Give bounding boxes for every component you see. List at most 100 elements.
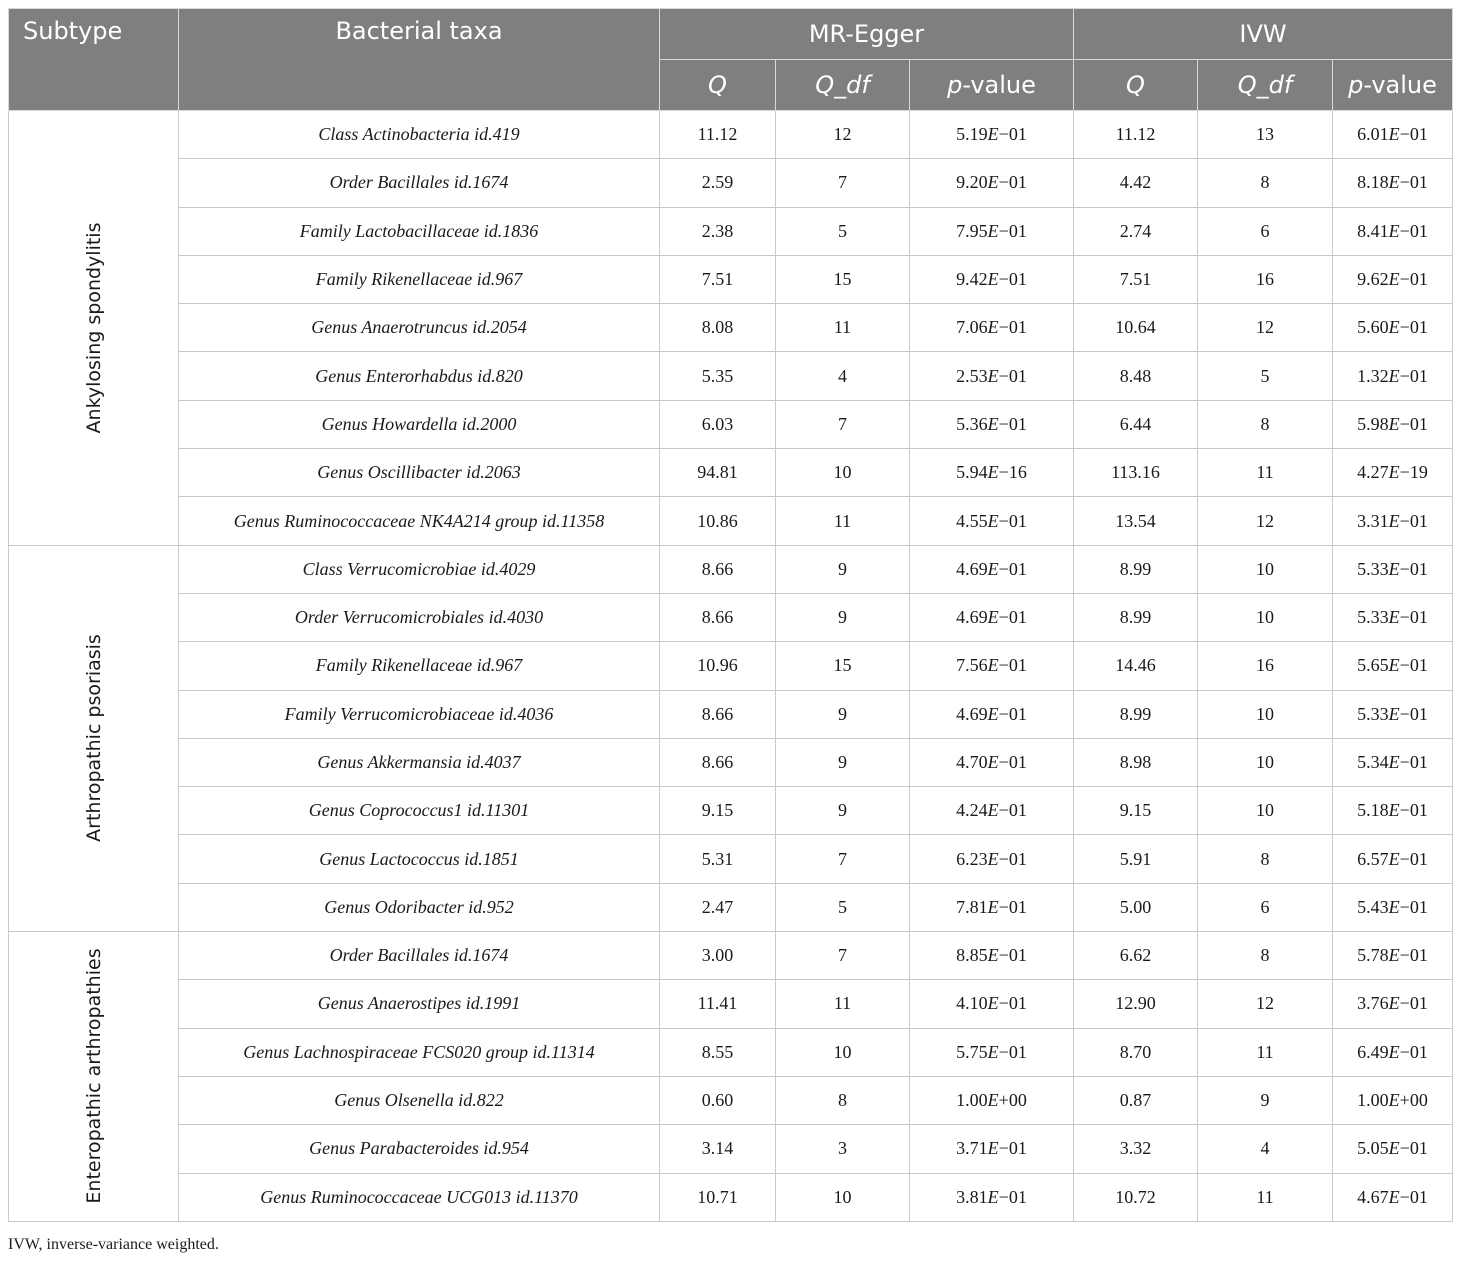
table-row: Genus Enterorhabdus id.820 5.35 4 2.53E−01 8… [9,351,1453,401]
mr-egger-qdf-cell: 8 [775,1075,910,1126]
ivw-pvalue-cell: 5.33E−01 [1332,544,1453,594]
mr-egger-pvalue-cell: 2.53E−01 [909,351,1074,401]
exponent: −01 [998,607,1027,628]
heterogeneity-table-container: Subtype Bacterial taxa MR-Egger IVW Q Q_… [8,8,1453,1222]
mr-egger-qdf-cell: 5 [775,206,910,256]
exponent: −01 [998,800,1027,821]
mr-egger-pvalue-cell: 5.36E−01 [909,399,1074,450]
exponent: −01 [998,752,1027,772]
exponent: −01 [998,124,1027,145]
table-row: Order Verrucomicrobiales id.4030 8.66 9 4.6… [9,592,1453,643]
exponent: −01 [1399,1041,1428,1062]
mantissa: 4.69 [956,607,988,628]
exponent: −01 [998,558,1027,579]
exponent-e: E [987,993,999,1014]
exponent-e: E [1388,317,1400,338]
mr-egger-pvalue-cell: 7.06E−01 [909,303,1074,353]
ivw-pvalue-cell: 3.76E−01 [1332,979,1453,1029]
ivw-qdf-cell: 12 [1197,303,1333,353]
taxa-cell: Genus Enterorhabdus id.820 [178,351,660,401]
mr-egger-pvalue-cell: 9.42E−01 [909,254,1074,305]
exponent-e: E [987,848,999,869]
taxa-cell: Genus Odoribacter id.952 [178,882,660,933]
mr-egger-pvalue-cell: 7.56E−01 [909,641,1074,691]
exponent: −01 [998,1138,1027,1159]
exponent-e: E [987,413,999,434]
ivw-q-cell: 8.48 [1073,351,1198,401]
qdf-label: Q_df [815,71,870,99]
ivw-q-cell: 6.44 [1073,399,1198,450]
ivw-q-cell: 6.62 [1073,931,1198,981]
mr-egger-pvalue-cell: 5.94E−16 [909,448,1074,498]
taxa-cell: Genus Akkermansia id.4037 [178,737,660,788]
exponent-e: E [987,1138,999,1159]
mr-egger-q-cell: 5.31 [659,834,776,884]
exponent: −01 [998,655,1027,676]
ivw-q-cell: 13.54 [1073,496,1198,546]
exponent: −01 [1399,896,1428,917]
exponent: −01 [998,317,1027,338]
mantissa: 6.01 [1357,124,1389,145]
ivw-qdf-cell: 11 [1197,448,1333,498]
exponent: −01 [1399,800,1428,821]
mr-egger-pvalue-cell: 1.00E+00 [909,1075,1074,1126]
mr-egger-qdf-cell: 4 [775,351,910,401]
taxa-cell: Genus Anaerotruncus id.2054 [178,303,660,353]
ivw-pvalue-cell: 4.27E−19 [1332,448,1453,498]
exponent-e: E [987,558,999,579]
table-row: Genus Odoribacter id.952 2.47 5 7.81E−01 5.0… [9,882,1453,933]
mantissa: 6.23 [956,848,988,869]
subtype-cell: Enteropathic arthropathies [8,931,179,1222]
mantissa: 8.41 [1357,220,1389,241]
mr-egger-pvalue-cell: 5.75E−01 [909,1027,1074,1077]
mantissa: 3.81 [956,1186,988,1207]
exponent: −16 [998,462,1027,483]
ivw-pvalue-cell: 4.67E−01 [1332,1172,1453,1222]
p-letter: p [1348,71,1364,99]
mr-egger-q-cell: 10.86 [659,496,776,546]
mr-egger-q-cell: 7.51 [659,254,776,305]
mr-egger-qdf-cell: 9 [775,592,910,643]
mr-egger-qdf-cell: 3 [775,1124,910,1174]
mr-egger-q-cell: 8.66 [659,689,776,739]
subtype-label: Enteropathic arthropathies [82,948,105,1205]
exponent-e: E [1388,172,1400,193]
mantissa: 5.43 [1357,896,1389,917]
exponent-e: E [987,462,999,483]
exponent: −01 [1399,945,1428,966]
ivw-pvalue-cell: 3.31E−01 [1332,496,1453,546]
mr-egger-qdf-cell: 10 [775,448,910,498]
ivw-q-cell: 8.99 [1073,544,1198,594]
taxa-cell: Family Lactobacillaceae id.1836 [178,206,660,256]
mr-egger-q-cell: 2.47 [659,882,776,933]
exponent: −01 [998,993,1027,1014]
mantissa: 1.00 [1357,1090,1389,1111]
mr-egger-pvalue-cell: 4.69E−01 [909,592,1074,643]
taxa-cell: Genus Lactococcus id.1851 [178,834,660,884]
ivw-q-cell: 14.46 [1073,641,1198,691]
mr-egger-q-cell: 3.00 [659,931,776,981]
mantissa: 5.19 [956,124,988,145]
exponent: −01 [1399,703,1428,724]
exponent-e: E [1388,607,1400,628]
exponent-e: E [987,365,999,386]
exponent-e: E [1388,800,1400,821]
table-row: Enteropathic arthropathies Order Bacillal… [8,931,1453,1222]
mr-egger-pvalue-cell: 7.95E−01 [909,206,1074,256]
mr-egger-pvalue-cell: 4.55E−01 [909,496,1074,546]
exponent-e: E [1388,365,1400,386]
exponent: −01 [998,269,1027,290]
mantissa: 7.95 [956,220,988,241]
mr-egger-qdf-cell: 10 [775,1172,910,1222]
taxa-cell: Genus Parabacteroides id.954 [178,1124,660,1174]
ivw-q-cell: 8.70 [1073,1027,1198,1077]
ivw-pvalue-cell: 6.49E−01 [1332,1027,1453,1077]
exponent-e: E [987,124,999,145]
mantissa: 4.67 [1357,1186,1389,1207]
bacterial-taxa-column-header: Bacterial taxa [178,8,660,111]
taxa-cell: Genus Howardella id.2000 [178,399,660,450]
exponent-e: E [1388,1186,1400,1207]
mr-egger-q-cell: 0.60 [659,1075,776,1126]
mantissa: 4.69 [956,558,988,579]
mantissa: 5.18 [1357,800,1389,821]
